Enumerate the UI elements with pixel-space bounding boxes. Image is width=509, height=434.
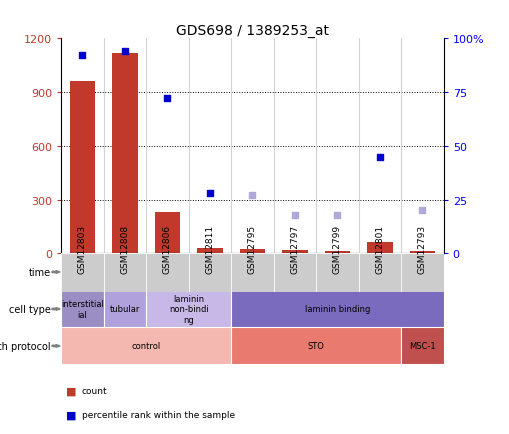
Text: GSM12793: GSM12793: [417, 224, 426, 273]
Bar: [103, 254, 146, 293]
Text: ■: ■: [66, 386, 77, 395]
Bar: [316, 254, 358, 293]
Bar: [401, 328, 443, 365]
Bar: [273, 254, 316, 293]
Text: ■: ■: [66, 410, 77, 419]
Bar: [70, 82, 95, 254]
Text: GSM12799: GSM12799: [332, 224, 341, 273]
Bar: [401, 254, 443, 293]
Bar: [61, 254, 231, 291]
Text: MSC-1: MSC-1: [408, 342, 435, 351]
Text: GSM12803: GSM12803: [78, 224, 87, 273]
Bar: [273, 254, 316, 291]
Text: 10 d: 10 d: [328, 268, 346, 277]
Bar: [358, 254, 401, 293]
Bar: [112, 53, 137, 254]
Bar: [239, 250, 265, 254]
Bar: [154, 213, 180, 254]
Text: 5 d: 5 d: [288, 268, 301, 277]
Bar: [409, 251, 434, 254]
Bar: [103, 291, 146, 328]
Text: control: control: [131, 342, 160, 351]
Text: 20 d: 20 d: [391, 268, 410, 277]
Bar: [61, 328, 231, 365]
Point: [78, 53, 87, 60]
Bar: [231, 291, 443, 328]
Text: 1 d: 1 d: [245, 268, 259, 277]
Text: cell type: cell type: [9, 304, 51, 314]
Bar: [61, 254, 103, 293]
Text: STO: STO: [307, 342, 324, 351]
Point: [206, 190, 214, 197]
Bar: [231, 328, 401, 365]
Point: [375, 154, 383, 161]
Bar: [231, 254, 273, 291]
Bar: [366, 242, 392, 254]
Bar: [188, 254, 231, 293]
Bar: [146, 291, 231, 328]
Text: GSM12797: GSM12797: [290, 224, 299, 273]
Point: [290, 212, 298, 219]
Text: laminin
non-bindi
ng: laminin non-bindi ng: [168, 294, 208, 324]
Text: GSM12795: GSM12795: [247, 224, 257, 273]
Point: [248, 192, 256, 199]
Bar: [61, 291, 103, 328]
Text: GSM12811: GSM12811: [205, 224, 214, 273]
Bar: [231, 254, 273, 293]
Text: tubular: tubular: [109, 305, 140, 314]
Text: percentile rank within the sample: percentile rank within the sample: [81, 410, 234, 419]
Text: time: time: [29, 267, 51, 277]
Text: 0 d: 0 d: [139, 268, 153, 277]
Point: [333, 212, 341, 219]
Text: growth protocol: growth protocol: [0, 341, 51, 351]
Point: [121, 49, 129, 56]
Bar: [197, 249, 222, 254]
Bar: [281, 250, 307, 254]
Point: [163, 96, 171, 103]
Bar: [316, 254, 358, 291]
Title: GDS698 / 1389253_at: GDS698 / 1389253_at: [176, 24, 328, 38]
Text: GSM12801: GSM12801: [375, 224, 384, 273]
Bar: [324, 251, 350, 254]
Text: count: count: [81, 386, 107, 395]
Bar: [358, 254, 443, 291]
Point: [417, 207, 426, 214]
Bar: [146, 254, 188, 293]
Text: laminin binding: laminin binding: [304, 305, 370, 314]
Text: GSM12806: GSM12806: [163, 224, 172, 273]
Text: GSM12808: GSM12808: [120, 224, 129, 273]
Text: interstitial
ial: interstitial ial: [61, 299, 104, 319]
